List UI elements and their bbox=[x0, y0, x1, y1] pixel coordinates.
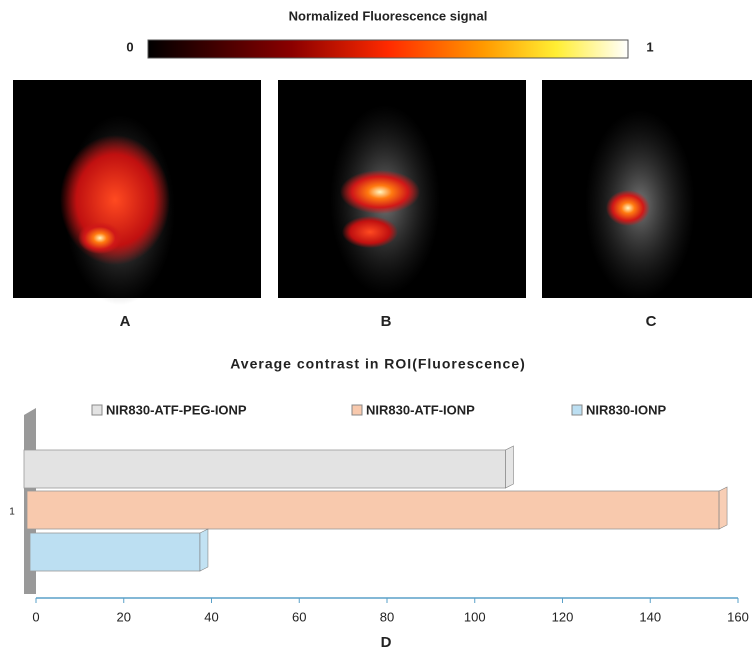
colorbar-tick-label: 0 bbox=[126, 39, 133, 54]
bar bbox=[24, 450, 505, 488]
bar-side bbox=[505, 446, 513, 488]
x-tick-label: 80 bbox=[380, 609, 394, 624]
legend-swatch bbox=[572, 405, 582, 415]
bar bbox=[30, 533, 200, 571]
panel-label: B bbox=[381, 313, 392, 330]
x-tick-label: 160 bbox=[727, 609, 749, 624]
x-tick-label: 20 bbox=[117, 609, 131, 624]
signal bbox=[78, 222, 122, 254]
colorbar bbox=[148, 40, 628, 58]
bar-side bbox=[200, 529, 208, 571]
bar bbox=[27, 491, 719, 529]
legend-label: NIR830-IONP bbox=[586, 402, 667, 417]
x-tick-label: 100 bbox=[464, 609, 486, 624]
panel-label: C bbox=[646, 313, 657, 330]
signal bbox=[342, 216, 398, 248]
legend-label: NIR830-ATF-IONP bbox=[366, 402, 475, 417]
legend-swatch bbox=[92, 405, 102, 415]
signal bbox=[340, 170, 420, 214]
x-tick-label: 0 bbox=[32, 609, 39, 624]
panel-label: D bbox=[381, 634, 392, 651]
colorbar-title: Normalized Fluorescence signal bbox=[289, 8, 488, 23]
legend-swatch bbox=[352, 405, 362, 415]
panel-label: A bbox=[120, 313, 131, 330]
x-tick-label: 140 bbox=[639, 609, 661, 624]
bar-side bbox=[719, 487, 727, 529]
chart-title: Average contrast in ROI(Fluorescence) bbox=[230, 356, 526, 372]
x-tick-label: 120 bbox=[552, 609, 574, 624]
signal bbox=[606, 190, 650, 226]
legend-label: NIR830-ATF-PEG-IONP bbox=[106, 402, 247, 417]
x-tick-label: 40 bbox=[204, 609, 218, 624]
colorbar-tick-label: 1 bbox=[646, 39, 653, 54]
y-tick-label: 1 bbox=[9, 507, 15, 518]
figure: Normalized Fluorescence signal Average c… bbox=[0, 0, 756, 658]
x-tick-label: 60 bbox=[292, 609, 306, 624]
